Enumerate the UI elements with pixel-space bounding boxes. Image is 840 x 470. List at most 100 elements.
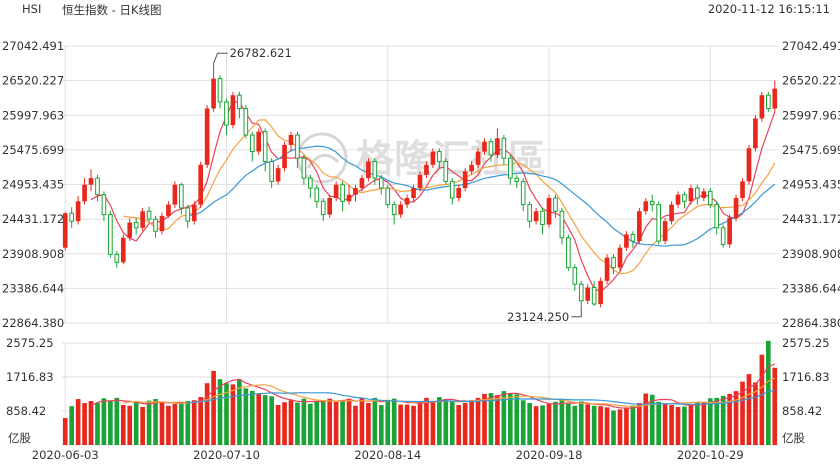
candle-body [630,233,636,242]
volume-bar [740,381,745,445]
volume-bar [437,397,442,445]
volume-bar [185,401,191,445]
volume-bar [217,379,223,445]
volume-tick-left: 1716.83 [6,370,54,384]
volume-bar [114,397,120,445]
candle-body [604,257,610,281]
candle-body [275,168,281,182]
candle-body [224,101,229,126]
volume-bar [224,383,229,445]
volume-tick-left: 858.42 [6,404,46,418]
volume-bar [346,398,352,445]
candle-body [243,107,249,136]
volume-bar [417,401,423,445]
candle-body [120,237,126,263]
candle-body [295,134,300,159]
candle-body [133,222,139,229]
volume-unit-left: 亿股 [8,431,31,445]
price-tick-left: 25475.699 [2,143,64,157]
volume-bar [695,402,700,445]
volume-bar [269,396,274,445]
volume-bar [495,395,500,445]
volume-bar [256,393,262,445]
volume-bar [243,388,249,445]
candle-body [404,197,410,205]
candle-body [514,177,520,182]
candle-body [469,164,474,172]
volume-bar [127,405,133,445]
candle-body [385,187,391,206]
price-tick-left: 24953.435 [2,178,64,192]
candle-body [288,135,294,145]
volume-bar [75,399,81,445]
volume-bar [353,405,358,445]
volume-tick-left: 2575.25 [6,336,54,350]
annotations: 26782.621 23124.250 [213,46,582,324]
candle-body [146,210,152,220]
volume-bar [501,391,507,445]
volume-bar [643,393,649,445]
volume-bar [488,393,494,445]
volume-tick-right: 858.42 [782,404,822,418]
volume-bar [449,400,455,445]
candle-body [591,286,597,305]
candle-body [62,213,68,248]
volume-bar [624,407,629,445]
vol-ma20-line [187,389,775,405]
candle-body [695,187,700,199]
volume-bar [733,391,739,445]
volume-tick-right: 2575.25 [782,336,830,350]
candle-body [572,267,578,285]
volume-bar [237,379,242,445]
candle-body [378,177,384,189]
volume-bar [533,406,539,445]
volume-bar [469,400,474,445]
volume-bar [572,405,578,445]
x-tick-label: 2020-08-14 [354,448,421,462]
volume-bar [295,402,300,445]
candle-body [256,131,262,152]
volume-bar [514,394,520,445]
price-tick-left: 25997.963 [2,108,64,122]
volume-bar [191,400,197,445]
volume-bar [585,404,591,445]
candle-body [714,204,720,229]
volume-bar [179,401,184,445]
volume-averages [90,363,776,409]
volume-bar [95,403,100,445]
candle-body [127,222,133,238]
volume-bar [656,401,661,445]
candle-body [204,108,210,165]
axis-labels: 27042.491 27042.491 26520.227 26520.227 2599… [2,39,840,462]
volume-bar [714,397,720,445]
volume-bar [669,404,674,445]
volume-bar [301,398,307,445]
candle-body [333,184,339,198]
volume-bar [282,402,287,445]
price-tick-right: 24953.435 [782,178,840,192]
candle-body [82,184,87,202]
volume-bar [598,406,603,445]
high-marker-label: 26782.621 [230,46,292,60]
price-tick-left: 27042.491 [2,39,64,53]
volume-bar [69,406,74,445]
candle-body [727,217,732,245]
volume-bar [82,403,87,445]
candle-body [217,78,223,103]
volume-bar [146,400,152,445]
candle-body [682,194,687,202]
candle-body [520,180,526,206]
price-tick-left: 23386.644 [2,281,64,295]
volume-bar [456,404,462,445]
candle-body [411,188,416,198]
volume-bar [617,409,623,445]
candle-body [482,141,487,152]
volume-bar [443,399,449,445]
price-tick-left: 24431.172 [2,212,64,226]
volume-bar [314,401,320,445]
volume-bar [340,400,345,445]
volume-bar [604,407,610,445]
volume-bar [385,399,391,445]
timestamp: 2020-11-12 16:15:11 [707,2,830,16]
